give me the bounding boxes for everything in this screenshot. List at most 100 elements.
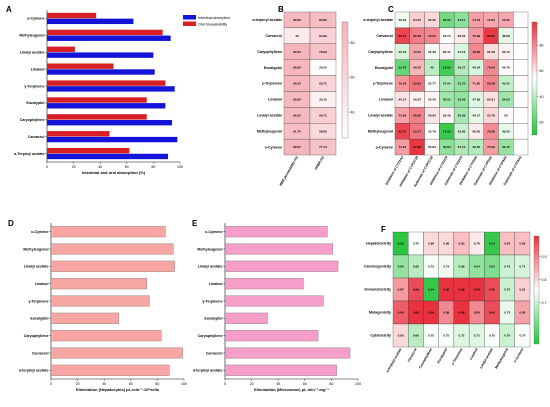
heat-cell-empty [513, 75, 529, 92]
heat-cell-value: 86.35 [293, 113, 301, 117]
heat-cell-value: 37.15 [458, 145, 466, 149]
heat-cell-value: 97.06 [413, 145, 421, 149]
category-label: Linalyl acetate [20, 51, 45, 55]
heat-cell-value: 0.99 [458, 288, 464, 292]
heat-cell-value: 41.61 [502, 82, 510, 86]
category-label: Methyleugenol [197, 247, 222, 251]
x-tick-label: 80 [329, 382, 333, 386]
heat-cell-value: 0.80 [443, 242, 449, 246]
heat-cell-value: 58.29 [458, 34, 466, 38]
heat-cell-value: 50.94 [399, 18, 407, 22]
x-tick-label: 100 [181, 382, 187, 386]
category-label: Eucalyptol [30, 317, 48, 321]
heat-cell-value: 0.99 [443, 288, 449, 292]
category-label: Caryophyllene [198, 334, 223, 338]
heat-cell-value: 85.69 [293, 97, 301, 101]
heat-cell-value: 83.91 [413, 82, 421, 86]
category-label: Carvacrol [206, 351, 223, 355]
heat-cell-empty [513, 107, 529, 124]
bar [224, 243, 333, 255]
heat-cell-value: 79.64 [487, 66, 495, 70]
row-label: Immunotoxicity [364, 288, 391, 292]
heat-cell-value: 23.42 [399, 66, 407, 70]
heat-cell [514, 323, 531, 348]
heat-cell-empty [513, 138, 529, 156]
heat-cell-value: 89.07 [293, 145, 301, 149]
bar-intestinal [47, 119, 173, 126]
heat-cell-value: 0.73 [504, 311, 510, 315]
panel-d: D 0 20 40 60 80 100 Elimination (Hepatocytes) μ… [8, 219, 187, 392]
heat-cell-value: 0.70 [504, 265, 510, 269]
category-label: γ-Terpinene [202, 299, 222, 303]
bar [224, 295, 324, 307]
category-label: Carvacrol [32, 351, 49, 355]
colorbar-tick-label: 40 [351, 110, 355, 114]
row-label: o-Cymene [265, 145, 282, 149]
x-tick-label: 60 [129, 382, 133, 386]
heat-cell-value: 56.97 [413, 97, 421, 101]
heat-cell-value: 55.84 [428, 145, 436, 149]
colorbar [341, 21, 349, 139]
x-tick-label: 100 [355, 382, 361, 386]
bar-oral [47, 114, 147, 120]
heat-cell-value: 55.45 [428, 97, 436, 101]
row-label: Carcinogenicity [364, 265, 391, 269]
heat-cell-value: 0.83 [504, 242, 510, 246]
heat-cell-value: 0.94 [398, 311, 404, 315]
row-label: Carvacrol [265, 34, 282, 38]
panel-label-e: E [192, 219, 198, 228]
category-label: o-Cymene [27, 17, 44, 21]
heat-cell-value: 40 [430, 66, 434, 70]
heat-cell-value: 16.59 [443, 66, 451, 70]
category-label: Caryophyllene [20, 118, 45, 122]
bar [50, 278, 147, 290]
heat-cell-empty [513, 43, 529, 60]
heat-cell-value: 48.89 [502, 34, 510, 38]
heat-cell-value: 30.94 [443, 145, 451, 149]
x-tick-label: 40 [98, 165, 102, 169]
panel-label-d: D [8, 219, 14, 228]
colorbar-tick-label: 60 [540, 69, 544, 73]
row-label: Hepatotoxicity [366, 242, 391, 246]
heat-cell-value: 0.99 [474, 288, 480, 292]
bar [50, 330, 162, 342]
heat-cell-value: 28.42 [319, 66, 327, 70]
heat-cell-value: 78.69 [319, 50, 327, 54]
heat-cell-value: 0.62 [489, 265, 495, 269]
heat-cell-value: 63.71 [319, 82, 327, 86]
heat-cell-value: 0.80 [398, 334, 404, 338]
x-tick-label: 40 [102, 382, 106, 386]
x-tick-label: 60 [125, 165, 129, 169]
heat-cell-value: 34.83 [502, 97, 510, 101]
heat-cell-value: 0.89 [443, 311, 449, 315]
heat-cell-value: 45.79 [399, 50, 407, 54]
heat-cell-value: 0.75 [443, 334, 449, 338]
category-label: Methyleugenol [19, 34, 44, 38]
row-label: Linalool [268, 98, 282, 102]
column-label: Eucalyptol [436, 347, 448, 364]
bar-oral [47, 80, 166, 86]
heat-cell-value: 0.96 [489, 311, 495, 315]
heat-cell-value: 0.96 [489, 288, 495, 292]
category-label: α-terpinyl acetate [193, 369, 223, 373]
x-axis-title: Elimination (Hepatocytes) μL.min⁻¹.10⁶ce… [76, 387, 160, 392]
colorbar-tick-label: 60 [351, 76, 355, 80]
x-tick-label: 0 [224, 382, 226, 386]
heat-cell-value: 54.79 [502, 66, 510, 70]
heat-cell-value: 56.76 [502, 50, 510, 54]
heat-cell-value: 75.99 [472, 34, 480, 38]
category-label: Linalyl acetate [198, 265, 223, 269]
heat-cell-value: 43.93 [458, 129, 466, 133]
heat-cell-value: 88.80 [293, 66, 301, 70]
row-label: Methyleugenol [368, 129, 393, 133]
heat-cell-value: 72.82 [487, 18, 495, 22]
panel-c: C 50.94 64.37 62.35 26.35 31.17 74.43 72.82 72.8… [363, 5, 543, 188]
category-label: α-terpinyl acetate [19, 369, 49, 373]
heat-cell-value: 0.75 [489, 334, 495, 338]
heat-cell-value: 0.75 [428, 265, 434, 269]
colorbar [531, 21, 538, 136]
heat-cell-value: 64.99 [319, 34, 327, 38]
legend-swatch-1 [183, 21, 196, 26]
panel-a: A 0 20 40 60 80 100 Intestinal and oral absorpt… [6, 5, 230, 175]
row-label: γ-Terpinene [373, 82, 393, 86]
